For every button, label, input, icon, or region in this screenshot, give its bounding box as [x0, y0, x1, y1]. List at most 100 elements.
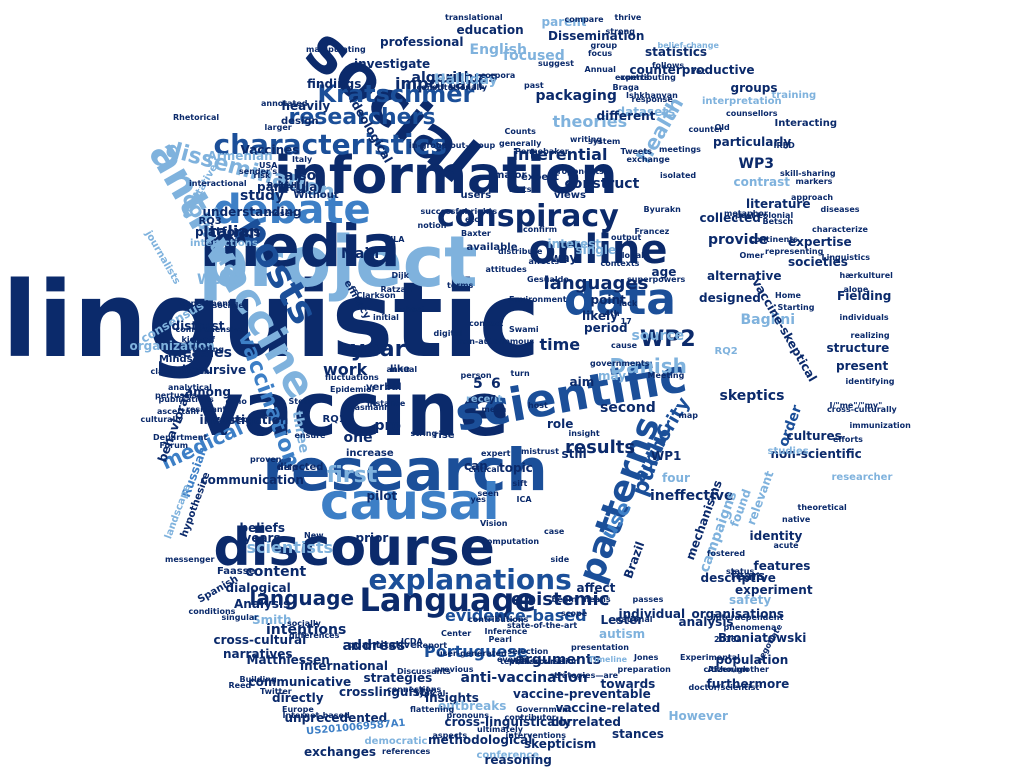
word-risk: risk: [253, 171, 271, 180]
word-sift: sift: [512, 479, 528, 488]
word-expect: expect: [521, 172, 559, 183]
word-quantitative: quantitative: [347, 640, 417, 651]
word-linguistics: Linguistics: [821, 253, 871, 262]
word-furthermore: furthermore: [706, 677, 790, 691]
word-echo: echo: [225, 397, 247, 406]
word-first: first: [326, 463, 378, 488]
word-icda: ICDA: [401, 637, 423, 646]
word-one: one: [343, 430, 373, 446]
word-structure: structure: [826, 341, 890, 355]
word-system: system: [588, 137, 621, 146]
word-messenger: messenger: [165, 555, 215, 564]
word-isolated: isolated: [660, 171, 697, 180]
word-suspect: suspect: [216, 415, 252, 424]
word-characterize: characterize: [812, 225, 868, 234]
word-ica: ICA: [516, 495, 532, 504]
word-recent: recent: [466, 394, 503, 405]
word-project: project: [198, 221, 478, 303]
word-groups: groups: [730, 81, 778, 95]
word-twitter: Twitter: [260, 687, 292, 696]
word-confirm: confirm: [523, 225, 558, 234]
word-information: information: [274, 146, 618, 206]
word-suggest: suggest: [538, 59, 574, 68]
word-understanding: understanding: [202, 205, 302, 219]
word-also: also: [284, 168, 317, 184]
word-can: can: [464, 459, 488, 473]
word-alternative: alternative: [707, 269, 782, 283]
word-connections: connections: [387, 685, 442, 694]
word-previous: previous: [434, 665, 474, 674]
word-successful: successful: [420, 207, 468, 216]
word-in-group-out-group: in-group/out-group: [409, 141, 496, 150]
word-conference: conference: [476, 750, 540, 761]
word-contributions: contributions: [468, 615, 529, 624]
word-status: status: [726, 567, 755, 576]
word-international: international: [300, 659, 388, 673]
word-omer: Omer: [739, 251, 765, 260]
word-descriptive: descriptive: [700, 571, 776, 585]
word-powell: Powell: [267, 181, 297, 190]
word-proven: proven: [250, 455, 282, 464]
word-selection: selection: [507, 647, 549, 656]
word-construct: construct: [564, 176, 640, 192]
word-rq1: RQ1: [322, 414, 346, 425]
word-content: content: [245, 564, 307, 580]
word-manipulating: manipulating: [306, 45, 366, 54]
word-intentions: intentions: [266, 622, 347, 638]
word-seen: seen: [477, 489, 499, 498]
word-organization: organization: [129, 339, 215, 353]
word-period: period: [584, 321, 628, 335]
word-communicative: communicative: [248, 675, 352, 689]
word-ineffective: ineffective: [650, 488, 734, 504]
word-realizing: realizing: [850, 331, 890, 340]
word-yes: yes: [470, 495, 486, 504]
word-parent: parent: [541, 15, 587, 29]
word-aim: aim: [569, 375, 595, 389]
word-doctor-scientist: doctor/scientist: [688, 683, 760, 692]
word-work: work: [323, 360, 368, 379]
word-response: response: [631, 95, 673, 104]
word-contributor: contributor: [504, 713, 556, 722]
word-directly: directly: [272, 691, 324, 705]
word-vaccine: vaccine: [195, 367, 510, 453]
word-way: way: [550, 251, 578, 265]
word-critical: critical: [468, 465, 500, 474]
word-ascertain: ascertain: [157, 407, 199, 416]
word-rights: rights: [470, 207, 498, 216]
word-h-rkulturel: hærkulturel: [839, 271, 893, 280]
word-platforms: platforms: [195, 225, 261, 239]
word-explanations: explanations: [368, 563, 572, 596]
word-experiment: experiment: [735, 583, 813, 597]
word-new: New: [304, 531, 324, 540]
word-europe: Europe: [282, 705, 314, 714]
word-2016a: 2016a: [714, 635, 742, 644]
word-faasse: Faasse: [217, 566, 256, 577]
word-findings: findings: [307, 77, 362, 91]
word-affect: affect: [576, 581, 616, 595]
word-causal: causal: [320, 473, 500, 531]
word-outbreaks: outbreaks: [438, 699, 507, 713]
word-means: means: [581, 595, 611, 604]
word-towards: towards: [600, 677, 656, 691]
word-state-of-the-art: state-of-the-art: [507, 621, 578, 630]
word-aspects: aspects: [432, 731, 468, 740]
word-pronouns: pronouns: [446, 711, 490, 720]
word-report: Report: [416, 641, 448, 650]
word-important: important: [395, 74, 485, 93]
word-presentation: presentation: [571, 643, 629, 652]
word-mistrust: mistrust: [521, 447, 559, 456]
word-interential: interential: [512, 145, 608, 164]
word-betsch: Betsch: [762, 217, 794, 226]
word-continents: continents: [750, 235, 798, 244]
word-larger: larger: [264, 123, 292, 132]
word-ultimately: ultimately: [477, 725, 523, 734]
word-pro: pro: [374, 418, 402, 434]
word-individual: individual: [618, 607, 686, 621]
word-studies: studies: [767, 446, 809, 457]
word-meeting: Meeting: [647, 371, 685, 380]
word-expertise: expertise: [788, 235, 852, 249]
word-differences: differences: [289, 631, 340, 640]
word-datasets: datasets: [616, 105, 676, 119]
word-lester: Lester: [600, 613, 644, 627]
word-initial: initial: [373, 313, 399, 322]
